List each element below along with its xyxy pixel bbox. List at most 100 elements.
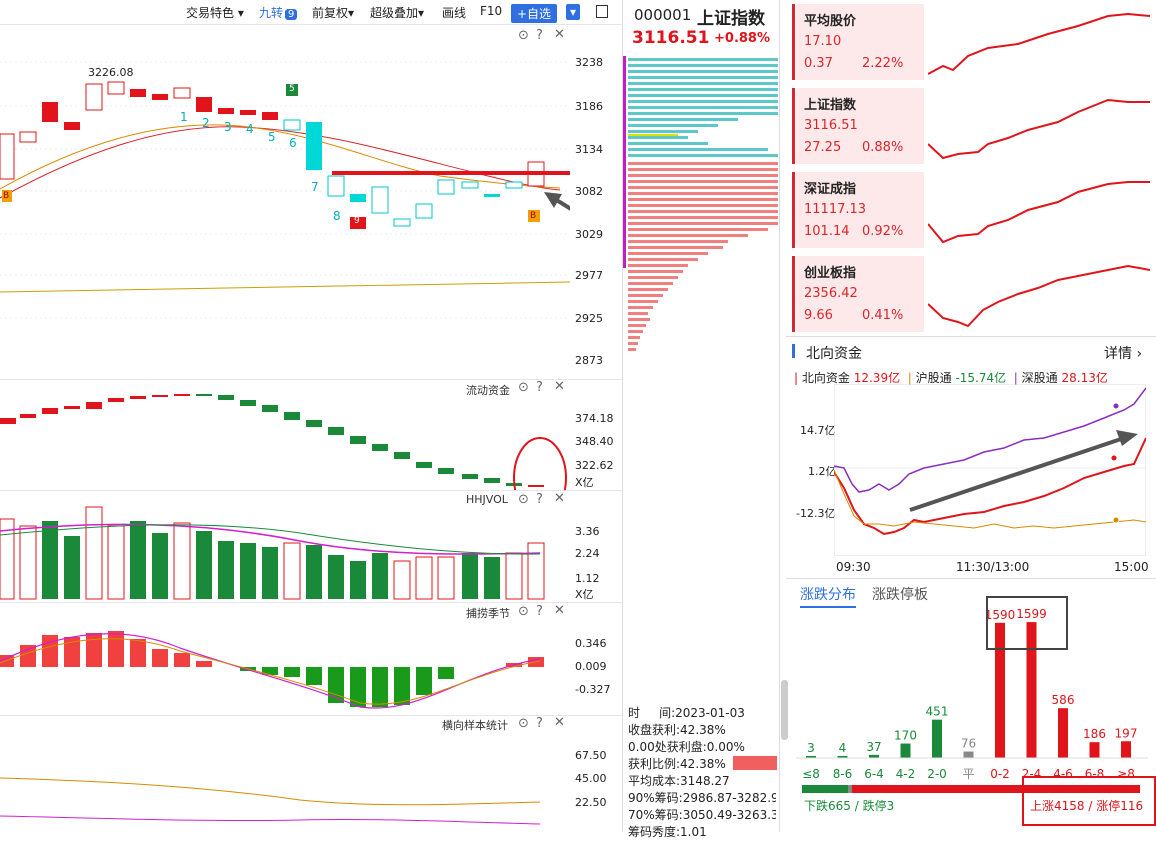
panel-toggle-icon[interactable] (596, 5, 608, 18)
legend-value: 28.13亿 (1061, 371, 1108, 385)
settings-icon[interactable]: ⊙ (518, 380, 529, 395)
dist-bar (1026, 622, 1037, 758)
overlay-menu[interactable]: 超级叠加▾ (370, 6, 425, 20)
help-icon[interactable]: ? (536, 604, 543, 619)
flat-portion (848, 785, 852, 793)
divider (0, 24, 622, 25)
card-change: 0.37 (804, 56, 833, 71)
north-detail-link[interactable]: 详情 › (1104, 346, 1143, 362)
chip-line: 筹码秀度:1.01 (628, 825, 707, 839)
sparklines (928, 12, 1150, 328)
index-card[interactable]: 深证成指 11117.13 101.14 0.92% (792, 172, 924, 248)
dist-bar (837, 756, 848, 758)
card-name: 深证成指 (804, 182, 857, 197)
seq-number: 2 (202, 116, 210, 130)
rise-count: 上涨4158 / 涨停116 (1030, 799, 1144, 813)
seq-number: 6 (289, 136, 297, 150)
grid (0, 61, 570, 319)
close-icon[interactable]: ✕ (554, 491, 565, 506)
settings-icon[interactable]: ⊙ (518, 28, 529, 43)
close-icon[interactable]: ✕ (554, 603, 565, 618)
tab-limit-board[interactable]: 涨跌停板 (872, 587, 928, 603)
adjust-menu[interactable]: 前复权▾ (312, 6, 355, 20)
high-label: 3226.08 (88, 66, 134, 79)
close-icon[interactable]: ✕ (554, 27, 565, 42)
chip-date: 间:2023-01-03 (659, 706, 745, 720)
dist-value-label: 451 (926, 705, 949, 719)
nine-turn-button[interactable]: 九转 9 (259, 4, 298, 21)
close-icon[interactable]: ✕ (554, 715, 565, 730)
tab-rise-fall-dist[interactable]: 涨跌分布 (800, 584, 856, 608)
arrow-head (544, 192, 562, 208)
axis-unit: X亿 (575, 476, 594, 489)
sparkline (928, 98, 1150, 160)
dist-bar (869, 754, 879, 758)
chip-line: 70%筹码:3050.49-3263.39- (628, 808, 776, 822)
axis-tick: 374.18 (575, 412, 614, 425)
dist-bar (806, 756, 816, 758)
dist-category-label: ≤8 (802, 767, 820, 781)
feature-menu[interactable]: 交易特色 ▾ (186, 6, 244, 20)
axis-tick: 322.62 (575, 459, 614, 472)
axis-tick: 2925 (575, 312, 603, 325)
b-marker (2, 190, 12, 202)
axis-tick: 3238 (575, 56, 603, 69)
overlay-label: 超级叠加 (370, 6, 419, 20)
axis-tick: 2977 (575, 269, 603, 282)
legend-marker: | (794, 371, 799, 385)
scrollbar[interactable] (781, 680, 788, 740)
settings-icon[interactable]: ⊙ (518, 716, 529, 731)
divider (0, 602, 622, 603)
stock-name: 上证指数 (697, 9, 765, 29)
divider (786, 336, 1156, 337)
dist-bar (995, 622, 1005, 758)
dist-value-label: 4 (839, 741, 847, 755)
help-icon[interactable]: ? (536, 716, 543, 731)
highlight-box (1022, 776, 1156, 826)
highlight-circle (513, 437, 567, 490)
card-value: 2356.42 (804, 286, 858, 301)
divider (0, 715, 622, 716)
index-card[interactable]: 创业板指 2356.42 9.66 0.41% (792, 256, 924, 332)
index-card[interactable]: 上证指数 3116.51 27.25 0.88% (792, 88, 924, 164)
axis-unit: X亿 (575, 588, 594, 601)
sparkline (928, 12, 1150, 75)
help-icon[interactable]: ? (536, 380, 543, 395)
y-tick: 1.2亿 (808, 465, 837, 478)
chart-toolbar: 交易特色 ▾ 九转 9 前复权▾ 超级叠加▾ 画线 F10 +自选 ▾ (0, 0, 620, 24)
index-card[interactable]: 平均股价 17.10 0.37 2.22% (792, 4, 924, 80)
highlight-box (986, 596, 1068, 650)
divider (786, 578, 1156, 579)
dist-value-label: 186 (1083, 727, 1106, 741)
b-marker-label: B (530, 211, 537, 221)
settings-icon[interactable]: ⊙ (518, 604, 529, 619)
ma-line (0, 281, 570, 293)
kline-chart (0, 61, 570, 319)
seq-number: 7 (311, 180, 319, 194)
card-change: 9.66 (804, 308, 833, 323)
candles (0, 81, 545, 227)
fall-portion (802, 785, 848, 793)
settings-icon[interactable]: ⊙ (518, 492, 529, 507)
x-tick: 11:30/13:00 (956, 560, 1030, 574)
card-name: 创业板指 (804, 266, 857, 281)
sparkline (928, 264, 1150, 328)
axis-tick: 3029 (575, 228, 603, 241)
season-title: 捕捞季节 (466, 607, 510, 620)
dist-bar (900, 743, 911, 758)
legend-value: 12.39亿 (853, 371, 901, 385)
f10-button[interactable]: F10 (480, 4, 503, 18)
card-change: 101.14 (804, 224, 850, 239)
add-watchlist-button[interactable]: +自选 (511, 4, 558, 23)
close-icon[interactable]: ✕ (554, 379, 565, 394)
watchlist-dropdown[interactable]: ▾ (566, 4, 581, 20)
dist-bar (1058, 708, 1068, 758)
card-value: 17.10 (804, 34, 842, 49)
help-icon[interactable]: ? (536, 28, 543, 43)
liquidity-chart (0, 394, 567, 490)
chip-line: 收盘获利:42.38% (628, 723, 726, 737)
help-icon[interactable]: ? (536, 492, 543, 507)
x-tick: 09:30 (836, 560, 871, 574)
stock-change: +0.88% (714, 31, 770, 46)
draw-line-button[interactable]: 画线 (442, 6, 467, 20)
